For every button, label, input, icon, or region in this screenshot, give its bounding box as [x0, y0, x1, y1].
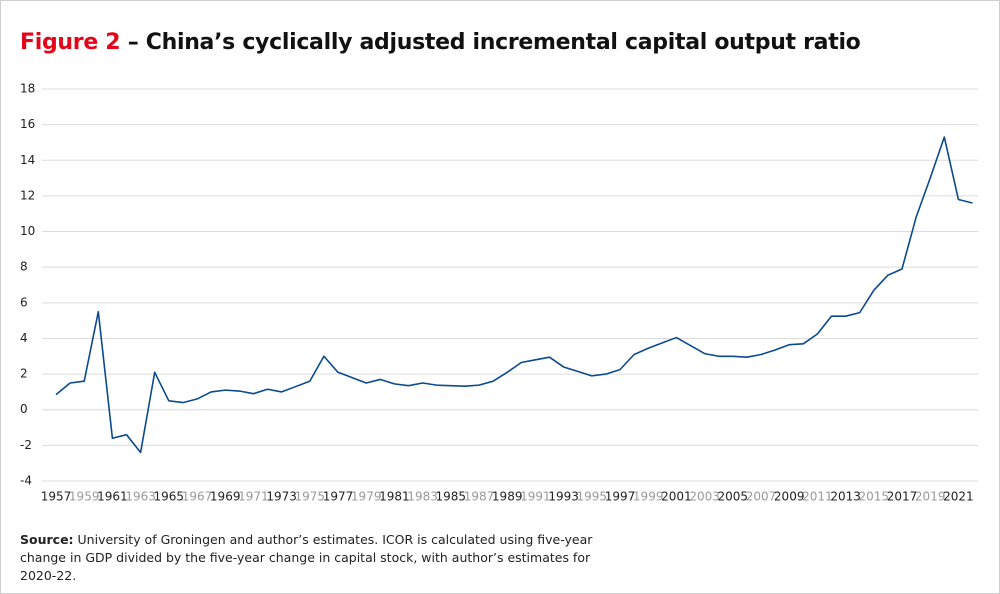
y-tick-label: 0 — [20, 402, 28, 416]
x-tick-label: 1993 — [548, 490, 579, 504]
x-tick-label: 1965 — [154, 490, 185, 504]
x-tick-label: 2005 — [718, 490, 749, 504]
x-tick-label: 1997 — [605, 490, 636, 504]
x-tick-label: 2021 — [943, 490, 974, 504]
x-tick-label: 2013 — [830, 490, 861, 504]
x-tick-label: 2019 — [915, 490, 946, 504]
x-tick-label: 1973 — [266, 490, 297, 504]
y-tick-label: 14 — [20, 153, 35, 167]
x-tick-label: 1961 — [97, 490, 128, 504]
source-note: Source: University of Groningen and auth… — [20, 531, 610, 585]
x-tick-label: 2003 — [689, 490, 720, 504]
title-prefix: Figure 2 — [20, 30, 121, 55]
source-text: University of Groningen and author’s est… — [20, 532, 593, 583]
x-tick-label: 1967 — [182, 490, 213, 504]
x-tick-label: 1999 — [633, 490, 664, 504]
x-tick-label: 1971 — [238, 490, 269, 504]
x-tick-label: 2015 — [859, 490, 890, 504]
x-tick-label: 1983 — [407, 490, 438, 504]
y-tick-label: 18 — [20, 82, 35, 96]
source-label: Source: — [20, 532, 74, 547]
y-tick-label: 8 — [20, 260, 28, 274]
x-tick-label: 1975 — [295, 490, 326, 504]
x-tick-label: 2011 — [802, 490, 833, 504]
y-tick-label: -2 — [20, 438, 32, 452]
x-tick-label: 1959 — [69, 490, 100, 504]
data-line — [55, 136, 973, 454]
x-tick-label: 1985 — [436, 490, 467, 504]
x-tick-label: 1981 — [379, 490, 410, 504]
x-tick-label: 1979 — [351, 490, 382, 504]
x-tick-label: 2001 — [661, 490, 692, 504]
x-tick-label: 2017 — [887, 490, 918, 504]
y-tick-label: 6 — [20, 295, 28, 309]
x-tick-label: 1987 — [464, 490, 495, 504]
x-tick-label: 1963 — [125, 490, 156, 504]
y-tick-label: 16 — [20, 117, 35, 131]
x-tick-label: 1969 — [210, 490, 241, 504]
x-tick-label: 2007 — [746, 490, 777, 504]
chart-title: Figure 2 – China’s cyclically adjusted i… — [20, 30, 861, 55]
x-tick-label: 2009 — [774, 490, 805, 504]
x-tick-label: 1957 — [41, 490, 72, 504]
y-tick-label: 12 — [20, 188, 35, 202]
x-tick-label: 1991 — [520, 490, 551, 504]
y-tick-label: 10 — [20, 224, 35, 238]
y-tick-label: 4 — [20, 331, 28, 345]
y-tick-label: 2 — [20, 367, 28, 381]
x-tick-label: 1995 — [577, 490, 608, 504]
title-text: – China’s cyclically adjusted incrementa… — [127, 30, 861, 55]
y-tick-label: -4 — [20, 474, 32, 488]
x-tick-label: 1977 — [323, 490, 354, 504]
x-tick-label: 1989 — [492, 490, 523, 504]
